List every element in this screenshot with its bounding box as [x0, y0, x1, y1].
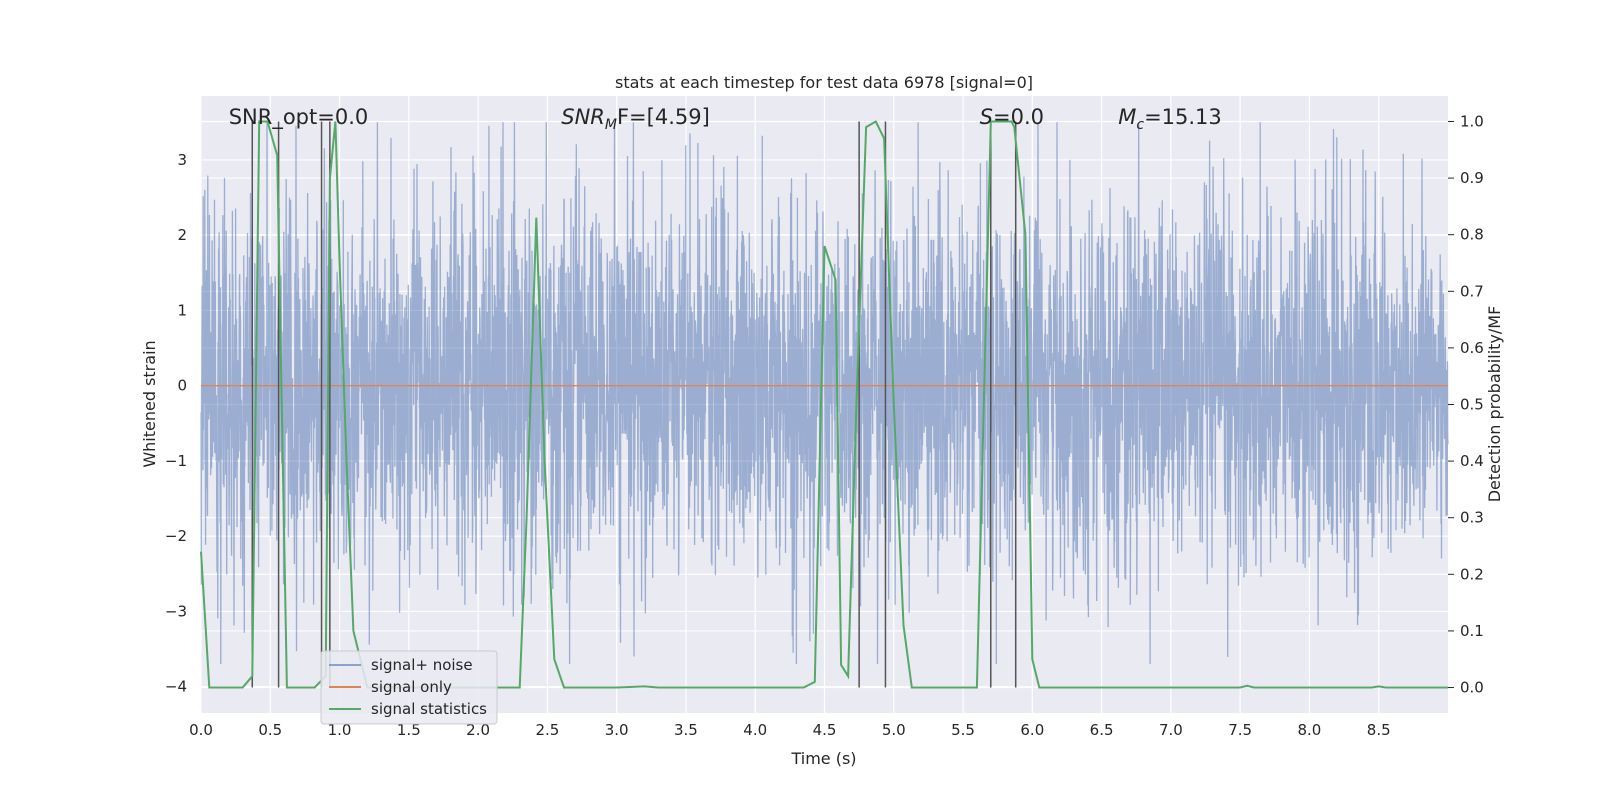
legend-box — [320, 650, 498, 725]
y-tick-label: 1 — [177, 301, 187, 319]
legend-label: signal+ noise — [371, 656, 473, 674]
x-tick-label: 4.5 — [813, 721, 837, 739]
annotation-snr_mf: SNRMF=[4.59] — [561, 105, 710, 133]
y-tick-label: 2 — [177, 226, 187, 244]
x-tick-label: 8.0 — [1298, 721, 1322, 739]
y-tick-label: −2 — [165, 527, 187, 545]
x-tick-label: 2.5 — [535, 721, 559, 739]
x-axis-label: Time (s) — [790, 749, 856, 768]
x-tick-label: 0.0 — [189, 721, 213, 739]
x-tick-label: 4.0 — [743, 721, 767, 739]
y-tick-label: −1 — [165, 452, 187, 470]
y-tick-label: 3 — [177, 151, 187, 169]
y2-axis-label: Detection probability/MF — [1485, 306, 1504, 503]
signal-noise-series — [200, 122, 1449, 665]
x-tick-label: 0.5 — [258, 721, 282, 739]
signal-statistics-line — [200, 120, 1448, 689]
x-tick-label: 5.5 — [951, 721, 975, 739]
y2-tick-label: 0.7 — [1460, 282, 1484, 300]
x-tick-label: 1.5 — [397, 721, 421, 739]
y2-tick-label: 0.5 — [1460, 396, 1484, 414]
x-tick-label: 8.5 — [1367, 721, 1391, 739]
x-tick-label: 3.5 — [674, 721, 698, 739]
y2-axis-ticks: 1.0 0.9 0.8 0.7 0.6 0.5 0.4 0.3 0.2 0.1 0.0 — [1448, 112, 1484, 697]
x-tick-label: 6.5 — [1090, 721, 1114, 739]
x-tick-label: 7.0 — [1159, 721, 1183, 739]
y2-tick-label: 0.1 — [1460, 622, 1484, 640]
y2-tick-label: 0.8 — [1460, 226, 1484, 244]
y2-tick-label: 0.3 — [1460, 509, 1484, 527]
y2-tick-label: 0.2 — [1460, 565, 1484, 583]
x-tick-label: 6.0 — [1020, 721, 1044, 739]
legend-label: signal only — [371, 678, 452, 696]
legend: signal+ noise signal only signal statistic… — [320, 650, 498, 725]
y-tick-label: −3 — [165, 602, 187, 620]
annotation-snr_opt: SNR_opt=0.0 — [229, 105, 369, 130]
annotation-mc: Mc=15.13 — [1118, 105, 1222, 133]
y2-tick-label: 0.4 — [1460, 452, 1484, 470]
x-tick-label: 7.5 — [1228, 721, 1252, 739]
legend-label: signal statistics — [371, 700, 487, 718]
y-tick-label: 0 — [177, 377, 187, 395]
signal-noise-line — [200, 122, 1449, 665]
y-axis-label: Whitened strain — [140, 340, 159, 467]
signal-statistics-series — [200, 120, 1448, 689]
x-tick-label: 5.0 — [882, 721, 906, 739]
y2-tick-label: 1.0 — [1460, 112, 1484, 130]
x-tick-label: 3.0 — [605, 721, 629, 739]
x-tick-label: 1.0 — [328, 721, 352, 739]
y-tick-label: −4 — [165, 678, 187, 696]
y2-tick-label: 0.6 — [1460, 339, 1484, 357]
chart-title: stats at each timestep for test data 697… — [615, 73, 1033, 92]
y2-tick-label: 0.9 — [1460, 169, 1484, 187]
annotations: SNR_opt=0.0 SNRMF=[4.59] S=0.0 Mc=15.13 — [229, 105, 1222, 133]
x-tick-label: 2.0 — [466, 721, 490, 739]
y2-tick-label: 0.0 — [1460, 679, 1484, 697]
y-axis-ticks: 3 2 1 0 −1 −2 −3 −4 — [165, 151, 187, 696]
annotation-s: S=0.0 — [980, 105, 1044, 129]
x-axis-ticks: 0.0 0.5 1.0 1.5 2.0 2.5 3.0 3.5 4.0 4.5 5.0 5.5 6.0 6… — [189, 721, 1391, 739]
